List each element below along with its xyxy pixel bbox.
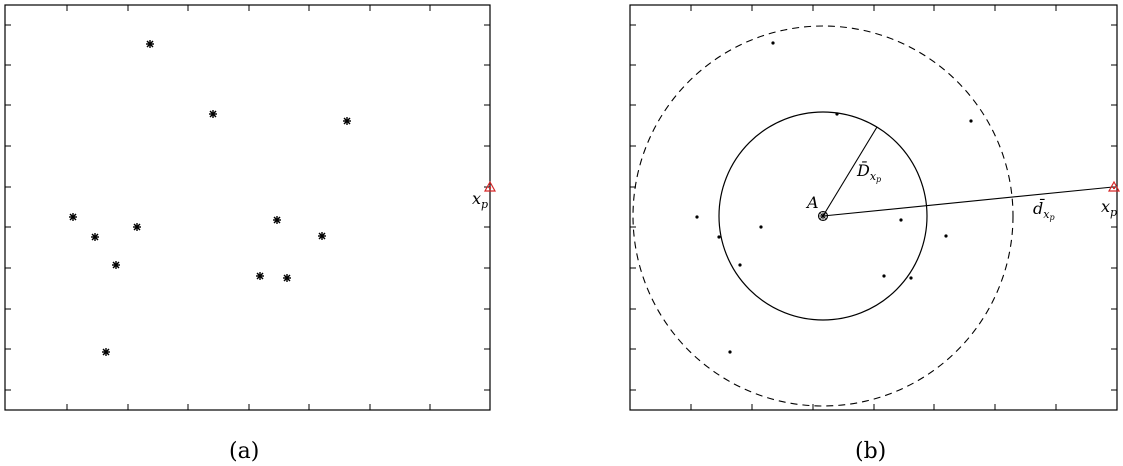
- star-marker: [256, 272, 264, 280]
- star-marker: [91, 233, 99, 241]
- center-marker-a: [817, 210, 829, 222]
- data-point: [899, 218, 903, 222]
- xp-marker-a: [483, 180, 497, 192]
- distance-label: d̄xp: [1033, 197, 1055, 222]
- panel-a-star-markers: [69, 40, 351, 356]
- data-point: [835, 112, 839, 116]
- star-marker: [146, 40, 154, 48]
- xp-label-b: xp: [1101, 197, 1117, 219]
- inner-radius-label: D̄xp: [856, 159, 881, 184]
- star-marker: [112, 261, 120, 269]
- data-point: [695, 215, 699, 219]
- panel-a: xp (a): [4, 4, 497, 464]
- data-point: [771, 41, 775, 45]
- data-point: [969, 119, 973, 123]
- center-label: A: [805, 193, 819, 212]
- xp-marker-b: [1107, 180, 1121, 192]
- star-marker: [133, 223, 141, 231]
- data-point: [759, 225, 763, 229]
- star-marker: [273, 216, 281, 224]
- star-marker: [343, 117, 351, 125]
- inner-radius-line: [822, 126, 878, 217]
- star-marker: [69, 213, 77, 221]
- panel-a-frame: [4, 4, 491, 411]
- inner-circle: [718, 111, 928, 321]
- outer-dashed-circle: [632, 25, 1014, 407]
- panel-b-ticks: [630, 5, 1117, 410]
- data-point: [728, 350, 732, 354]
- data-point: [909, 276, 913, 280]
- caption-b: (b): [855, 439, 886, 464]
- star-marker: [283, 274, 291, 282]
- panel-a-ticks: [5, 5, 490, 410]
- caption-a: (a): [229, 439, 259, 464]
- panel-b-points: [695, 41, 973, 354]
- data-point: [944, 234, 948, 238]
- data-point: [738, 263, 742, 267]
- xp-label-a: xp: [472, 189, 488, 211]
- data-point: [717, 235, 721, 239]
- distance-line: [822, 186, 1114, 217]
- star-marker: [318, 232, 326, 240]
- star-marker: [102, 348, 110, 356]
- data-point: [882, 274, 886, 278]
- star-marker: [209, 110, 217, 118]
- panel-b: A D̄xp d̄xp xp (b): [629, 4, 1121, 464]
